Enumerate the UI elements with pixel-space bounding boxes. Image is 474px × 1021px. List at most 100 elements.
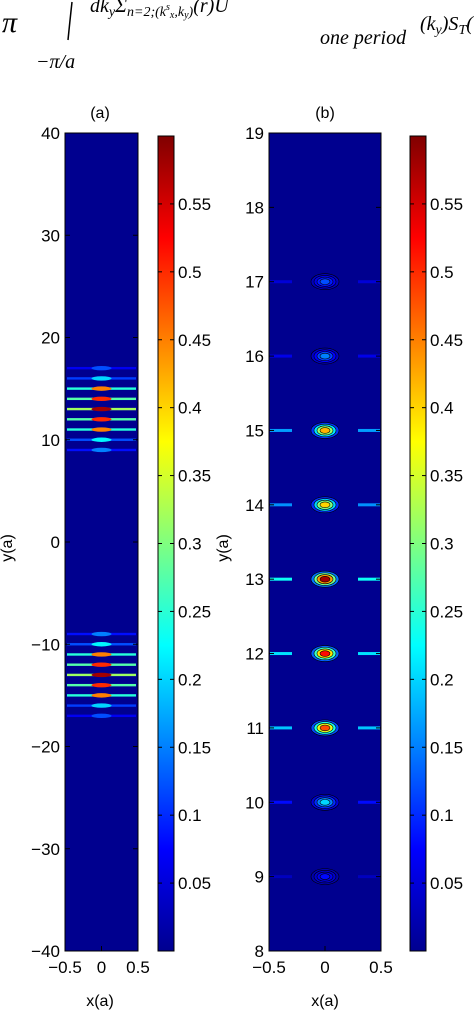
- ytick-label: 40: [41, 124, 60, 143]
- side-streak-left: [270, 503, 292, 507]
- side-streak-right: [358, 428, 380, 432]
- heatmap-feature: [270, 793, 380, 811]
- heatmap-feature: [67, 447, 136, 453]
- heatmap-feature: [67, 642, 136, 647]
- contour-ring: [319, 575, 331, 583]
- ytick-label: 10: [245, 793, 264, 812]
- side-streak-left: [270, 428, 292, 432]
- heatmap-feature: [270, 645, 380, 662]
- hot-spot: [91, 642, 112, 647]
- hot-spot: [91, 682, 112, 688]
- hot-spot: [91, 417, 112, 422]
- hot-spot: [91, 713, 112, 719]
- hot-spot: [91, 447, 112, 453]
- side-streak-left: [270, 354, 292, 358]
- equation-lower-limit: −π/a: [36, 51, 75, 73]
- colorbar-tick-label: 0.3: [430, 535, 454, 554]
- xtick-label: 0: [97, 958, 106, 977]
- contour-ring: [319, 724, 331, 732]
- colorbar-tick-label: 0.25: [430, 602, 463, 621]
- side-streak-left: [270, 726, 292, 730]
- heatmap-feature: [270, 570, 380, 588]
- panel-a-plot-area: [65, 133, 138, 951]
- ytick-label: 13: [245, 570, 264, 589]
- contour-ring: [319, 278, 331, 285]
- heatmap-feature: [270, 347, 380, 365]
- side-streak-left: [270, 577, 292, 581]
- equation-fragment: π −π/a dkyΣn=2;(ksx,ky)(r)U one period (…: [2, 0, 474, 73]
- side-streak-right: [358, 875, 380, 879]
- heatmap-feature: [67, 406, 136, 412]
- equation-pi: π: [2, 6, 18, 39]
- panel-a-yticks: 40 30 20 10 0 −10 −20 −30 −40: [31, 124, 138, 961]
- colorbar-tick-label: 0.2: [430, 670, 454, 689]
- xtick-label: −0.5: [252, 958, 286, 977]
- colorbar-tick-label: 0.45: [430, 331, 463, 350]
- hot-spot: [91, 631, 112, 637]
- heatmap-feature: [67, 396, 136, 402]
- side-streak-right: [358, 503, 380, 507]
- panel-a-colorbar-ticks: 0.55 0.5 0.45 0.4 0.35 0.3 0.25 0.2 0.15 0.1 0.05: [158, 195, 211, 893]
- panel-b-xticks: −0.5 0 0.5: [252, 946, 393, 977]
- ytick-label: 8: [255, 942, 264, 961]
- side-streak-left: [270, 280, 292, 284]
- colorbar-tick-label: 0.4: [178, 399, 202, 418]
- ytick-label: 30: [41, 226, 60, 245]
- heatmap-feature: [270, 422, 380, 439]
- heatmap-feature: [67, 631, 136, 637]
- panel-b-colorbar-ticks: 0.55 0.5 0.45 0.4 0.35 0.3 0.25 0.2 0.15 0.1 0.05: [410, 195, 463, 893]
- hot-spot: [91, 437, 112, 442]
- heatmap-feature: [67, 365, 136, 371]
- heatmap-feature: [67, 662, 136, 667]
- ytick-label: 0: [51, 533, 60, 552]
- heatmap-feature: [67, 703, 136, 708]
- hot-spot: [91, 386, 112, 391]
- hot-spot: [91, 427, 112, 432]
- contour-ring: [319, 501, 331, 509]
- ytick-label: 20: [41, 329, 60, 348]
- equation-subscript: one period: [320, 27, 407, 49]
- heatmap-feature: [67, 437, 136, 442]
- contour-ring: [319, 873, 331, 880]
- colorbar-tick-label: 0.1: [178, 806, 202, 825]
- heatmap-feature: [67, 427, 136, 432]
- ytick-label: 16: [245, 347, 264, 366]
- panel-b-yticks: 19 18 17 16 15 14 13 12 11 10 9 8: [245, 124, 381, 961]
- xtick-label: −0.5: [48, 958, 82, 977]
- heatmap-feature: [270, 273, 380, 291]
- ytick-label: −20: [31, 738, 60, 757]
- panel-b-xlabel: x(a): [311, 993, 339, 1010]
- panel-a-ylabel: y(a): [0, 534, 16, 562]
- side-streak-left: [270, 875, 292, 879]
- side-streak-right: [358, 652, 380, 656]
- ytick-label: 11: [246, 719, 264, 738]
- contour-ring: [319, 650, 331, 657]
- xtick-label: 0.5: [369, 958, 393, 977]
- colorbar-tick-label: 0.15: [430, 738, 463, 757]
- colorbar-tick-label: 0.05: [430, 874, 463, 893]
- panel-b: (b) 19 18 17 16 15 14 13 12 11 10 9 8 −0.5 0 0.5 x(a)…: [215, 105, 463, 1010]
- colorbar-tick-label: 0.05: [178, 874, 211, 893]
- panel-b-label: (b): [315, 105, 335, 122]
- equation-tail: (ky)ST(: [420, 13, 474, 38]
- panel-b-features: [270, 273, 380, 885]
- colorbar-tick-label: 0.35: [178, 467, 211, 486]
- side-streak-right: [358, 726, 380, 730]
- ytick-label: 18: [245, 198, 264, 217]
- colorbar-tick-label: 0.35: [430, 467, 463, 486]
- side-streak-right: [358, 280, 380, 284]
- hot-spot: [91, 396, 112, 402]
- colorbar-tick-label: 0.5: [430, 263, 454, 282]
- colorbar-tick-label: 0.25: [178, 602, 211, 621]
- integral-sign: [67, 1, 73, 41]
- hot-spot: [91, 376, 112, 381]
- hot-spot: [91, 662, 112, 667]
- side-streak-right: [358, 354, 380, 358]
- side-streak-left: [270, 652, 292, 656]
- heatmap-feature: [67, 417, 136, 422]
- colorbar-tick-label: 0.55: [178, 195, 211, 214]
- ytick-label: 19: [245, 124, 264, 143]
- ytick-label: 17: [245, 273, 264, 292]
